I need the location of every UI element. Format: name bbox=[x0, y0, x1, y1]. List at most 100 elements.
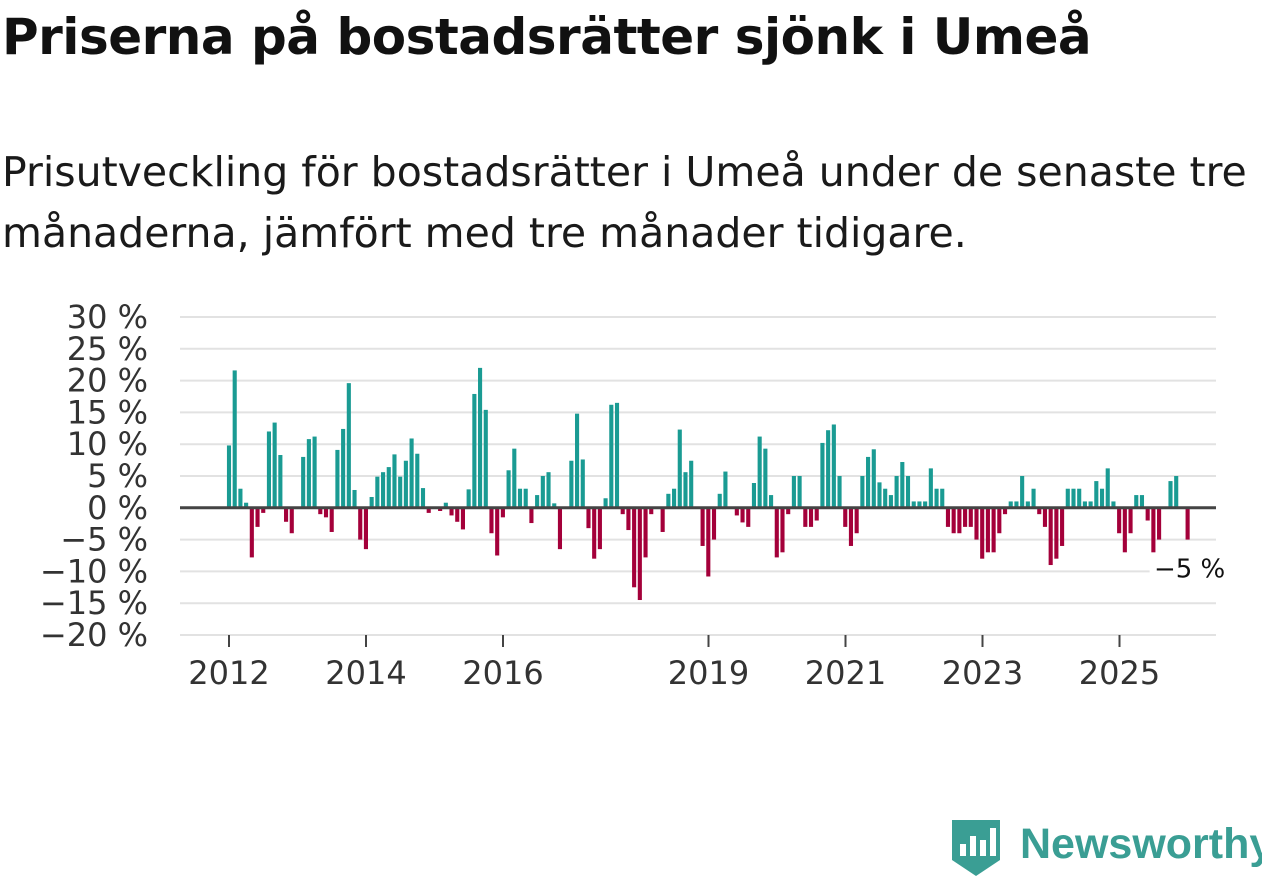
bar bbox=[974, 507, 979, 540]
bar bbox=[786, 507, 791, 515]
bar bbox=[580, 459, 585, 508]
bar bbox=[472, 393, 477, 508]
bar bbox=[980, 507, 985, 559]
bar bbox=[1128, 507, 1133, 534]
x-tick-label: 2025 bbox=[1079, 654, 1160, 692]
bar bbox=[780, 507, 785, 553]
bar bbox=[255, 507, 260, 527]
newsworthy-logo-icon bbox=[952, 820, 1000, 876]
bar bbox=[928, 468, 933, 508]
bar bbox=[888, 495, 893, 508]
bar bbox=[706, 507, 711, 577]
y-tick-label: 25 % bbox=[67, 330, 148, 368]
bar bbox=[1145, 507, 1150, 521]
bar bbox=[968, 507, 973, 527]
bar bbox=[1025, 501, 1030, 508]
bar bbox=[358, 507, 363, 540]
bar bbox=[312, 436, 317, 508]
bar bbox=[306, 439, 311, 508]
bar bbox=[763, 448, 768, 508]
bar bbox=[632, 507, 637, 588]
bar bbox=[683, 472, 688, 508]
bar bbox=[449, 507, 454, 516]
bar bbox=[751, 483, 757, 508]
bar bbox=[546, 472, 551, 508]
y-tick-label: 15 % bbox=[67, 393, 148, 431]
bar bbox=[1088, 501, 1093, 508]
bar bbox=[803, 507, 808, 527]
y-tick-label: −10 % bbox=[40, 552, 148, 590]
latest-value-annotation: −5 % bbox=[1154, 555, 1225, 585]
bar bbox=[894, 476, 899, 508]
bar bbox=[557, 507, 563, 550]
bar bbox=[1042, 507, 1048, 527]
y-tick-label: −15 % bbox=[40, 584, 148, 622]
bar bbox=[734, 507, 739, 516]
bar bbox=[249, 507, 254, 558]
bar bbox=[740, 507, 745, 523]
bar bbox=[489, 507, 494, 534]
bar bbox=[244, 502, 249, 508]
bar bbox=[1168, 481, 1173, 508]
bar bbox=[586, 507, 591, 529]
bar bbox=[1037, 507, 1042, 515]
bar bbox=[649, 507, 654, 515]
bar bbox=[746, 507, 751, 527]
bar bbox=[774, 507, 779, 558]
bar bbox=[375, 476, 380, 508]
bar bbox=[997, 507, 1002, 534]
bar bbox=[535, 495, 540, 508]
bar bbox=[386, 467, 391, 508]
bar bbox=[1099, 488, 1105, 508]
bar bbox=[1157, 507, 1162, 540]
bar bbox=[523, 488, 528, 508]
bar bbox=[329, 507, 334, 532]
x-tick-label: 2016 bbox=[462, 654, 543, 692]
bar bbox=[940, 488, 945, 508]
bar bbox=[672, 488, 677, 508]
bar bbox=[226, 445, 232, 508]
bar bbox=[403, 460, 408, 508]
bar bbox=[991, 507, 996, 553]
bar bbox=[843, 507, 848, 527]
bar bbox=[660, 507, 665, 532]
bar bbox=[934, 488, 939, 508]
bar bbox=[923, 501, 928, 508]
bar bbox=[985, 507, 990, 553]
bar bbox=[769, 495, 774, 508]
y-tick-label: 10 % bbox=[67, 425, 148, 463]
bar bbox=[603, 498, 608, 508]
bar bbox=[1020, 476, 1025, 508]
chart-subtitle: Prisutveckling för bostadsrätter i Umeå … bbox=[2, 148, 1247, 257]
bar-chart: 30 %25 %20 %15 %10 %5 %0 %−5 %−10 %−15 %… bbox=[40, 298, 1230, 692]
bar bbox=[905, 476, 911, 508]
bar bbox=[883, 488, 888, 508]
bar bbox=[1117, 507, 1122, 534]
bar bbox=[415, 453, 420, 508]
bar bbox=[1060, 507, 1065, 546]
bar bbox=[609, 404, 614, 508]
bar bbox=[238, 488, 243, 508]
bar bbox=[1031, 488, 1036, 508]
bar bbox=[717, 493, 722, 508]
bar bbox=[506, 470, 511, 508]
bar bbox=[466, 489, 471, 508]
y-tick-label: 0 % bbox=[87, 489, 148, 527]
bar bbox=[540, 476, 545, 508]
bar bbox=[957, 507, 962, 534]
bar bbox=[592, 507, 597, 559]
bar bbox=[495, 507, 500, 556]
bar bbox=[1077, 488, 1082, 508]
bar bbox=[757, 436, 762, 508]
bar bbox=[1105, 468, 1110, 508]
bar bbox=[284, 507, 289, 522]
x-tick-label: 2021 bbox=[805, 654, 886, 692]
bar bbox=[1134, 495, 1139, 508]
newsworthy-logo: Newsworthy bbox=[952, 818, 1262, 878]
bar bbox=[831, 424, 836, 508]
bar bbox=[363, 507, 368, 550]
bar bbox=[620, 507, 625, 515]
bar bbox=[455, 507, 460, 522]
bar bbox=[352, 489, 357, 508]
bar bbox=[1082, 501, 1087, 508]
